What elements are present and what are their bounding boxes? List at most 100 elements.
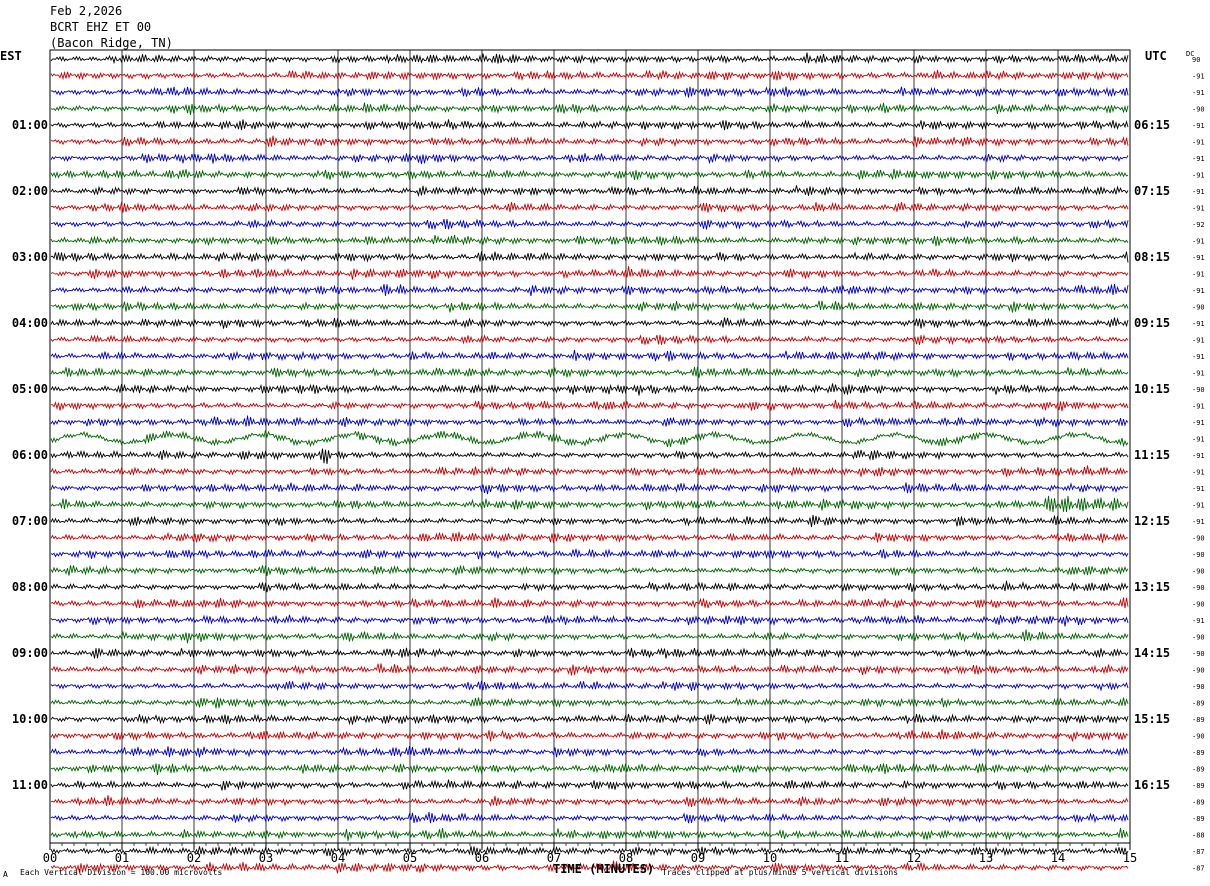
trace-row-11 [51, 218, 1129, 231]
dc-offset-label: -89 [1192, 716, 1205, 724]
trace-row-31 [50, 548, 1129, 560]
dc-offset-label: -91 [1192, 188, 1205, 196]
x-tick-label: 03 [259, 851, 273, 865]
trace-row-49 [50, 845, 1129, 858]
dc-offset-label: -87 [1192, 848, 1205, 856]
right-hour-label: 08:15 [1134, 250, 1170, 264]
left-hour-label: 02:00 [12, 184, 48, 198]
right-hour-label: 11:15 [1134, 448, 1170, 462]
trace-row-29 [50, 514, 1129, 528]
left-hour-label: 09:00 [12, 646, 48, 660]
dc-offset-label: -90 [1192, 733, 1205, 741]
x-tick-label: 13 [979, 851, 993, 865]
trace-row-25 [50, 448, 1129, 464]
trace-row-39 [50, 680, 1129, 692]
trace-row-10 [50, 201, 1129, 213]
clip-note: Traces clipped at plus/minus 5 vertical … [662, 868, 899, 877]
x-tick-label: 12 [907, 851, 921, 865]
dc-offset-label: -91 [1192, 89, 1205, 97]
left-hour-label: 08:00 [12, 580, 48, 594]
dc-offset-label: -91 [1192, 419, 1205, 427]
dc-offset-label: -91 [1192, 370, 1205, 378]
trace-row-47 [50, 811, 1129, 824]
trace-row-28 [50, 495, 1129, 513]
trace-row-34 [50, 597, 1129, 609]
dc-offset-label: -90 [1192, 683, 1205, 691]
right-hour-label: 10:15 [1134, 382, 1170, 396]
right-hour-label: 15:15 [1134, 712, 1170, 726]
plot-frame [49, 49, 1131, 844]
dc-offset-label: -91 [1192, 172, 1205, 180]
x-tick-label: 02 [187, 851, 201, 865]
trace-row-1 [50, 52, 1129, 65]
left-hour-label: 06:00 [12, 448, 48, 462]
dc-offset-label: -90 [1192, 568, 1205, 576]
trace-row-40 [50, 696, 1129, 709]
dc-offset-label: -91 [1192, 617, 1205, 625]
chart-date: Feb 2,2026 [50, 4, 123, 18]
trace-row-18 [50, 334, 1129, 346]
dc-offset-label: -90 [1192, 106, 1205, 114]
x-tick-label: 11 [835, 851, 849, 865]
trace-row-38 [50, 663, 1129, 676]
dc-offset-label: -91 [1192, 205, 1205, 213]
dc-offset-label: 90 [1192, 56, 1200, 64]
dc-offset-label: -90 [1192, 667, 1205, 675]
trace-row-16 [50, 300, 1129, 313]
trace-row-46 [50, 795, 1129, 808]
dc-offset-label: -91 [1192, 337, 1205, 345]
dc-offset-label: -92 [1192, 221, 1205, 229]
left-hour-label: 11:00 [12, 778, 48, 792]
dc-offset-label: -90 [1192, 386, 1205, 394]
trace-row-23 [50, 415, 1129, 428]
left-hour-label: 05:00 [12, 382, 48, 396]
scale-note: Each Vertical Division = 100.00 microvol… [20, 868, 223, 877]
dc-offset-label: -90 [1192, 634, 1205, 642]
trace-row-14 [50, 266, 1129, 280]
trace-row-6 [50, 135, 1129, 148]
right-hour-label: 14:15 [1134, 646, 1170, 660]
right-hour-label: 06:15 [1134, 118, 1170, 132]
left-hour-label: 03:00 [12, 250, 48, 264]
left-hour-label: 01:00 [12, 118, 48, 132]
trace-row-12 [50, 235, 1129, 247]
trace-row-13 [50, 251, 1129, 263]
dc-offset-label: -91 [1192, 254, 1205, 262]
trace-row-41 [50, 713, 1129, 726]
trace-row-33 [50, 580, 1129, 593]
dc-offset-label: -91 [1192, 271, 1205, 279]
dc-offset-label: -91 [1192, 485, 1205, 493]
trace-row-7 [50, 152, 1129, 165]
trace-row-22 [50, 399, 1129, 412]
x-tick-label: 15 [1123, 851, 1137, 865]
trace-row-27 [50, 482, 1129, 495]
right-hour-label: 13:15 [1134, 580, 1170, 594]
trace-row-44 [50, 762, 1129, 776]
right-hour-label: 12:15 [1134, 514, 1170, 528]
trace-row-4 [50, 102, 1129, 115]
dc-offset-label: -90 [1192, 535, 1205, 543]
dc-offset-label: -90 [1192, 304, 1205, 312]
trace-row-48 [50, 827, 1129, 841]
trace-row-5 [50, 119, 1129, 131]
trace-row-43 [50, 746, 1129, 758]
right-hour-label: 09:15 [1134, 316, 1170, 330]
trace-row-8 [50, 168, 1129, 180]
trace-row-21 [50, 383, 1129, 396]
dc-offset-label: -89 [1192, 700, 1205, 708]
x-tick-label: 07 [547, 851, 561, 865]
trace-row-35 [50, 614, 1129, 627]
dc-offset-label: -88 [1192, 832, 1205, 840]
station-location: (Bacon Ridge, TN) [50, 36, 173, 50]
x-tick-label: 09 [691, 851, 705, 865]
trace-row-2 [50, 69, 1129, 82]
x-axis-title: TIME (MINUTES) [553, 862, 655, 876]
dc-offset-label: -91 [1192, 320, 1205, 328]
dc-offset-label: -90 [1192, 650, 1205, 658]
dc-offset-label: -89 [1192, 766, 1205, 774]
dc-offset-label: -89 [1192, 815, 1205, 823]
dc-offset-label: -89 [1192, 782, 1205, 790]
x-tick-label: 00 [43, 851, 57, 865]
left-hour-label: 07:00 [12, 514, 48, 528]
